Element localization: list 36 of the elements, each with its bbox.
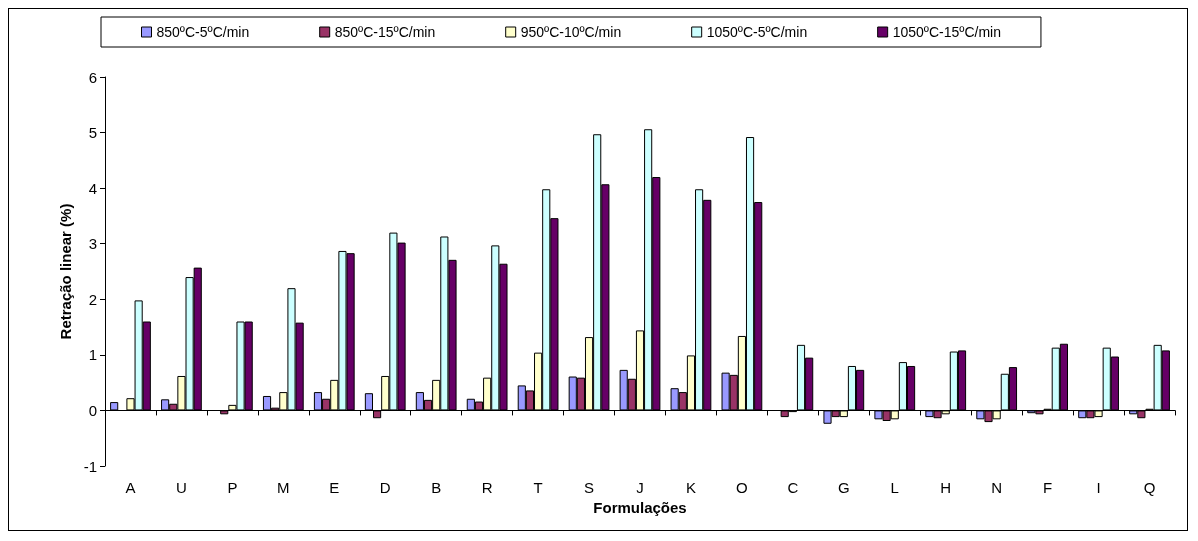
x-tick-label: A: [125, 479, 136, 496]
legend-label: 850ºC-15ºC/min: [334, 24, 436, 40]
x-tick-label: L: [890, 479, 899, 496]
x-axis-title: Formulações: [593, 498, 687, 516]
y-tick-label: 6: [88, 68, 97, 86]
x-tick-label: B: [431, 479, 442, 496]
x-tick-label: Q: [1143, 479, 1156, 496]
y-tick-label: 4: [88, 179, 97, 197]
legend-label: 950ºC-10ºC/min: [520, 24, 622, 40]
x-tick-label: F: [1043, 479, 1053, 496]
x-tick-label: M: [277, 479, 290, 496]
x-tick-label: N: [991, 479, 1003, 496]
x-tick-label: S: [584, 479, 595, 496]
x-tick-label: J: [636, 479, 644, 496]
x-tick-label: I: [1096, 479, 1101, 496]
legend-label: 1050ºC-15ºC/min: [892, 24, 1001, 40]
x-tick-label: H: [940, 479, 952, 496]
y-tick-label: 0: [88, 401, 97, 419]
x-tick-label: P: [227, 479, 238, 496]
y-axis-title: Retração linear (%): [56, 203, 74, 340]
x-tick-label: D: [379, 479, 391, 496]
x-tick-label: U: [176, 479, 187, 496]
x-tick-label: K: [685, 479, 696, 496]
x-tick-label: T: [533, 479, 543, 496]
y-tick-label: 5: [88, 124, 97, 142]
legend-label: 1050ºC-5ºC/min: [706, 24, 808, 40]
y-tick-label: 2: [88, 290, 97, 308]
x-tick-label: E: [329, 479, 340, 496]
x-tick-label: R: [481, 479, 493, 496]
x-tick-label: O: [736, 479, 748, 496]
legend-label: 850ºC-5ºC/min: [156, 24, 250, 40]
x-tick-label: C: [787, 479, 799, 496]
y-tick-label: -1: [83, 457, 97, 475]
y-tick-label: 3: [88, 235, 97, 253]
y-tick-label: 1: [88, 346, 97, 364]
x-tick-label: G: [837, 479, 850, 496]
